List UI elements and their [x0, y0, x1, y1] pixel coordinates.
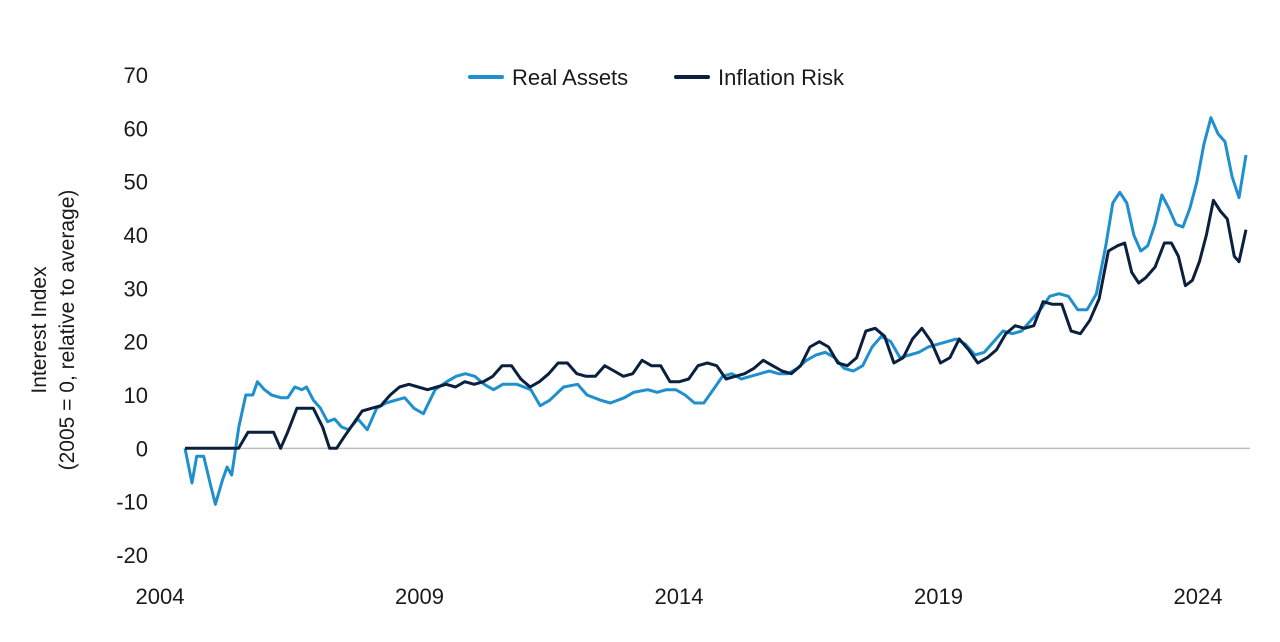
y-axis-tick-labels: -20 -10 0 10 20 30 40 50 60 70	[116, 63, 148, 568]
y-tick-label: 70	[124, 63, 148, 88]
legend-label-inflation-risk: Inflation Risk	[718, 65, 845, 90]
legend: Real Assets Inflation Risk	[468, 65, 845, 90]
y-tick-label: 0	[136, 436, 148, 461]
y-tick-label: 20	[124, 330, 148, 355]
y-tick-label: 40	[124, 223, 148, 248]
y-tick-label: 60	[124, 116, 148, 141]
x-tick-label: 2019	[914, 584, 963, 609]
y-tick-label: 50	[124, 170, 148, 195]
y-axis-title: Interest Index (2005 = 0, relative to av…	[28, 190, 79, 471]
series-lines	[183, 116, 1248, 506]
y-axis-title-line2: (2005 = 0, relative to average)	[56, 190, 79, 471]
y-tick-label: 10	[124, 383, 148, 408]
x-axis-tick-labels: 2004 2009 2014 2019 2024	[136, 584, 1223, 609]
y-axis-title-line1: Interest Index	[28, 266, 51, 394]
x-tick-label: 2024	[1174, 584, 1223, 609]
x-tick-label: 2009	[395, 584, 444, 609]
x-tick-label: 2014	[655, 584, 704, 609]
legend-label-real-assets: Real Assets	[512, 65, 628, 90]
series-line-inflation-risk	[185, 198, 1248, 450]
y-tick-label: -10	[116, 490, 148, 515]
y-tick-label: 30	[124, 276, 148, 301]
y-tick-label: -20	[116, 543, 148, 568]
series-line-real-assets	[183, 116, 1248, 506]
x-tick-label: 2004	[136, 584, 185, 609]
